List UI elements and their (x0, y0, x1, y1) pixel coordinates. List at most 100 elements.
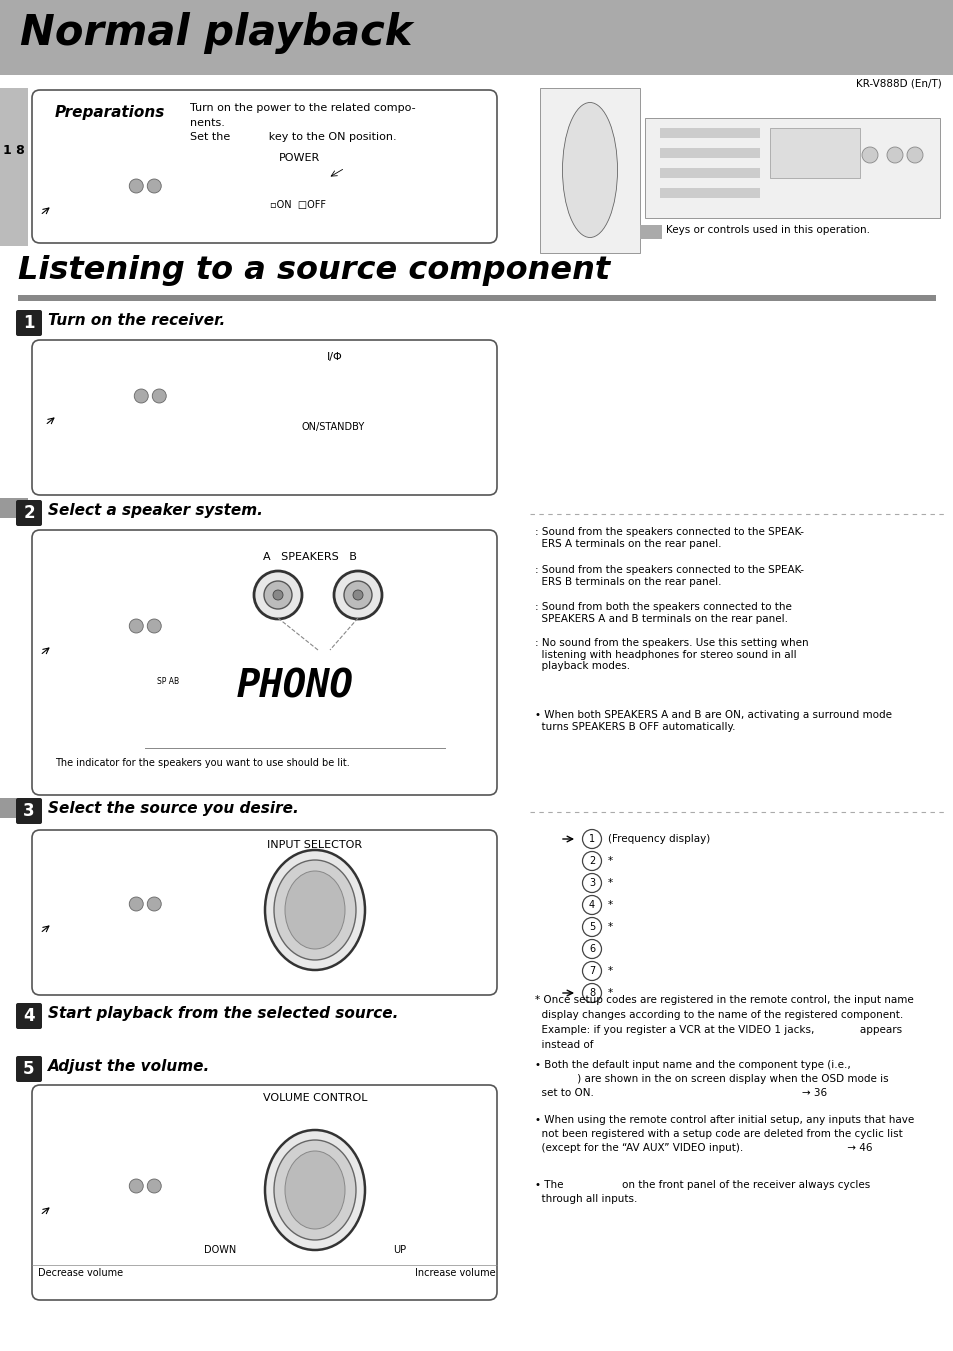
Text: POWER: POWER (279, 153, 320, 163)
Circle shape (582, 984, 601, 1002)
Text: ▫ON  □OFF: ▫ON □OFF (270, 200, 326, 209)
Text: • When using the remote control after initial setup, any inputs that have: • When using the remote control after in… (535, 1115, 913, 1125)
Text: 7: 7 (588, 966, 595, 975)
Circle shape (582, 896, 601, 915)
Ellipse shape (285, 1151, 345, 1229)
Bar (659, 149, 760, 158)
FancyBboxPatch shape (32, 340, 497, 494)
Text: ON/STANDBY: ON/STANDBY (301, 422, 364, 432)
Text: Decrease volume: Decrease volume (38, 1269, 123, 1278)
Bar (55, 651, 118, 655)
Text: *: * (607, 857, 613, 866)
FancyBboxPatch shape (32, 91, 497, 243)
Ellipse shape (265, 1129, 365, 1250)
Text: SP AB: SP AB (157, 677, 179, 686)
Bar (55, 1198, 118, 1202)
Ellipse shape (274, 861, 355, 961)
Text: * Once setup codes are registered in the remote control, the input name: * Once setup codes are registered in the… (535, 994, 913, 1005)
Text: Example: if you register a VCR at the VIDEO 1 jacks,              appears: Example: if you register a VCR at the VI… (535, 1025, 902, 1035)
Circle shape (886, 147, 902, 163)
Text: Increase volume: Increase volume (415, 1269, 496, 1278)
Bar (60, 378, 123, 407)
Text: 1: 1 (588, 834, 595, 844)
FancyBboxPatch shape (16, 1002, 42, 1029)
Bar (659, 188, 760, 199)
Text: Normal playback: Normal playback (20, 12, 412, 54)
Text: not been registered with a setup code are deleted from the cyclic list: not been registered with a setup code ar… (535, 1129, 902, 1139)
Circle shape (264, 581, 292, 609)
Text: • The                  on the front panel of the receiver always cycles: • The on the front panel of the receiver… (535, 1179, 869, 1190)
Bar (659, 168, 760, 178)
Bar (60, 415, 123, 419)
Bar (55, 370, 170, 435)
Circle shape (129, 897, 143, 911)
Text: 1 8: 1 8 (3, 143, 25, 157)
Ellipse shape (265, 850, 365, 970)
Bar (539, 88, 639, 253)
Circle shape (147, 619, 161, 634)
Text: instead of: instead of (535, 1040, 593, 1050)
Text: *: * (607, 966, 613, 975)
Circle shape (582, 874, 601, 893)
Text: Listening to a source component: Listening to a source component (18, 255, 610, 286)
Bar (55, 639, 118, 643)
Text: set to ON.                                                                → 36: set to ON. → 36 (535, 1088, 826, 1098)
Circle shape (273, 590, 283, 600)
Bar (60, 409, 123, 413)
Bar (55, 644, 118, 648)
Circle shape (134, 389, 148, 403)
Text: 3: 3 (588, 878, 595, 888)
Text: 4: 4 (588, 900, 595, 911)
Text: : Sound from the speakers connected to the SPEAK-
  ERS A terminals on the rear : : Sound from the speakers connected to t… (535, 527, 803, 549)
Text: A   SPEAKERS   B: A SPEAKERS B (263, 553, 356, 562)
Circle shape (582, 939, 601, 958)
Bar (55, 211, 118, 215)
Text: I/Φ: I/Φ (327, 353, 342, 362)
Text: *: * (607, 878, 613, 888)
Bar (50, 878, 165, 943)
FancyBboxPatch shape (16, 1056, 42, 1082)
Bar (0, 499, 28, 517)
Bar (55, 1169, 118, 1197)
Text: 5: 5 (588, 921, 595, 932)
Bar (60, 422, 123, 426)
Bar (55, 199, 118, 203)
Bar (18, 295, 935, 301)
Bar (55, 923, 118, 927)
Bar (0, 798, 28, 817)
Circle shape (353, 590, 363, 600)
Text: through all inputs.: through all inputs. (535, 1194, 637, 1204)
Text: UP: UP (393, 1246, 406, 1255)
Circle shape (862, 147, 877, 163)
Circle shape (253, 571, 302, 619)
Circle shape (129, 1179, 143, 1193)
Bar (50, 159, 165, 226)
Text: 3: 3 (23, 802, 34, 820)
Circle shape (582, 830, 601, 848)
Text: Adjust the volume.: Adjust the volume. (48, 1059, 210, 1074)
Text: 8: 8 (588, 988, 595, 998)
Text: Select the source you desire.: Select the source you desire. (48, 801, 298, 816)
Circle shape (147, 897, 161, 911)
Bar (0, 88, 28, 246)
Text: • When both SPEAKERS A and B are ON, activating a surround mode
  turns SPEAKERS: • When both SPEAKERS A and B are ON, act… (535, 711, 891, 732)
Text: The indicator for the speakers you want to use should be lit.: The indicator for the speakers you want … (55, 758, 350, 767)
Bar (55, 1205, 118, 1209)
Ellipse shape (562, 103, 617, 238)
Text: *: * (607, 988, 613, 998)
Bar (55, 929, 118, 934)
Text: : Sound from both the speakers connected to the
  SPEAKERS A and B terminals on : : Sound from both the speakers connected… (535, 603, 791, 624)
Bar (50, 1161, 165, 1225)
Circle shape (147, 1179, 161, 1193)
Text: ) are shown in the on screen display when the OSD mode is: ) are shown in the on screen display whe… (535, 1074, 887, 1084)
Text: (except for the “AV AUX” VIDEO input).                                → 46: (except for the “AV AUX” VIDEO input). →… (535, 1143, 872, 1152)
Text: display changes according to the name of the registered component.: display changes according to the name of… (535, 1011, 902, 1020)
Text: Turn on the receiver.: Turn on the receiver. (48, 313, 225, 328)
Text: Set the           key to the ON position.: Set the key to the ON position. (190, 132, 396, 142)
Bar (55, 886, 118, 915)
Text: PHONO: PHONO (236, 667, 353, 707)
Bar (639, 226, 661, 239)
Text: Turn on the power to the related compo-: Turn on the power to the related compo- (190, 103, 416, 113)
Text: Select a speaker system.: Select a speaker system. (48, 503, 263, 517)
Bar (145, 661, 444, 744)
